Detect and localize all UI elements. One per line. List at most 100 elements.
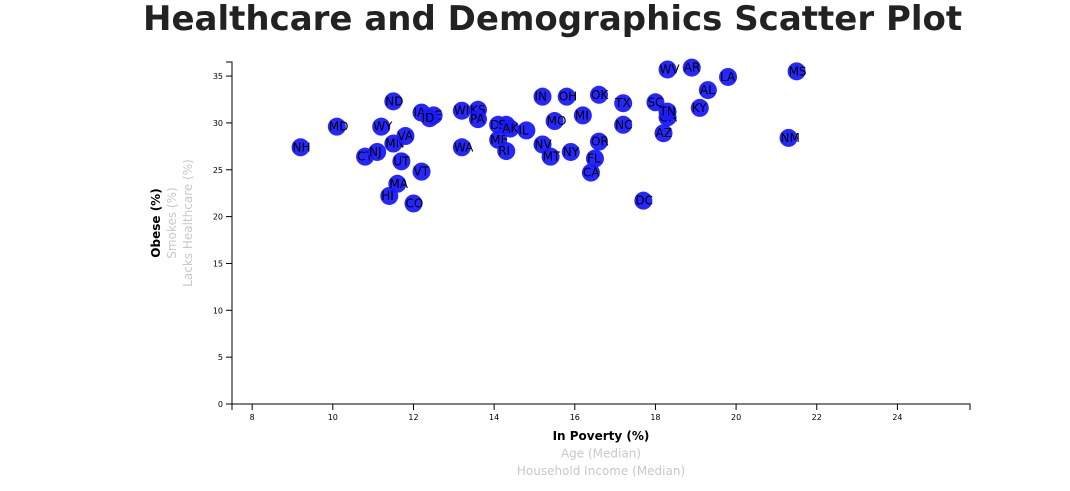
y-tick-label: 20 (213, 213, 223, 222)
x-axis-labels[interactable]: In Poverty (%) Age (Median) Household Inco… (517, 429, 685, 478)
x-tick-label: 20 (731, 413, 741, 422)
data-point-marker[interactable] (682, 58, 701, 77)
data-point-marker[interactable] (658, 60, 677, 79)
data-point-marker[interactable] (501, 119, 520, 138)
data-point[interactable]: VT (412, 162, 431, 181)
data-point[interactable]: WV (658, 60, 681, 79)
data-point-marker[interactable] (327, 117, 346, 136)
data-point-label: VA (397, 129, 413, 143)
x-axis-title-option[interactable]: Household Income (Median) (517, 464, 685, 478)
data-point-marker[interactable] (557, 87, 576, 106)
data-point-marker[interactable] (533, 87, 552, 106)
data-point[interactable]: AR (682, 58, 701, 77)
data-point-marker[interactable] (589, 85, 608, 104)
data-point[interactable]: AZ (654, 124, 673, 143)
data-point[interactable]: SC (646, 93, 665, 112)
x-axis-title-option[interactable]: In Poverty (%) (553, 429, 650, 443)
data-point[interactable]: FL (585, 149, 604, 168)
data-point[interactable]: OH (557, 87, 577, 106)
data-point[interactable]: PA (469, 110, 487, 129)
x-tick-label: 8 (250, 413, 255, 422)
data-point-marker[interactable] (779, 128, 798, 147)
data-point-marker[interactable] (634, 191, 653, 210)
data-point[interactable]: NC (614, 115, 633, 134)
data-point[interactable]: OR (589, 132, 609, 151)
data-point-marker[interactable] (404, 194, 423, 213)
data-point-marker[interactable] (585, 149, 604, 168)
data-point[interactable]: LA (719, 67, 738, 86)
data-point[interactable]: NJ (368, 142, 387, 161)
data-point-marker[interactable] (581, 163, 600, 182)
data-point[interactable]: IL (517, 121, 536, 140)
y-axis-title-option[interactable]: Obese (%) (149, 188, 163, 257)
data-point-label: MT (543, 150, 561, 164)
data-point-marker[interactable] (452, 101, 471, 120)
data-point-marker[interactable] (372, 117, 391, 136)
data-point[interactable]: ND (384, 92, 404, 111)
data-point[interactable]: WA (452, 138, 474, 157)
data-point-marker[interactable] (545, 112, 564, 131)
y-axis-title-option[interactable]: Lacks Healthcare (%) (181, 159, 195, 287)
data-point[interactable]: DC (634, 191, 653, 210)
data-point-marker[interactable] (698, 81, 717, 100)
data-point[interactable]: KY (690, 98, 709, 117)
data-point[interactable]: NH (291, 138, 311, 157)
data-point-label: SC (647, 95, 663, 109)
data-point-marker[interactable] (517, 121, 536, 140)
data-point-marker[interactable] (589, 132, 608, 151)
data-point[interactable]: MD (327, 117, 349, 136)
data-point-marker[interactable] (573, 106, 592, 125)
y-axis-title-option[interactable]: Smokes (%) (165, 187, 179, 258)
data-point-marker[interactable] (497, 142, 516, 161)
data-point-marker[interactable] (469, 110, 487, 129)
data-point[interactable]: AL (698, 81, 717, 100)
x-axis-title-option[interactable]: Age (Median) (561, 447, 641, 461)
x-axis: 8 10 12 14 16 18 20 22 24 (231, 403, 971, 422)
data-point-marker[interactable] (658, 102, 677, 121)
data-point[interactable]: MI (573, 106, 592, 125)
data-point-marker[interactable] (690, 98, 709, 117)
data-point-label: WI (454, 104, 469, 118)
data-point-marker[interactable] (368, 142, 387, 161)
data-point[interactable]: MT (541, 147, 561, 166)
data-point[interactable]: IN (533, 87, 552, 106)
data-point[interactable]: MA (388, 174, 409, 193)
data-point[interactable]: NM (779, 128, 800, 147)
y-axis-labels[interactable]: Obese (%) Smokes (%) Lacks Healthcare (%) (149, 159, 195, 287)
data-point[interactable]: RI (497, 142, 516, 161)
data-point-marker[interactable] (787, 62, 806, 81)
data-point[interactable]: TX (614, 94, 633, 113)
data-point[interactable]: AK (501, 119, 520, 138)
data-point[interactable]: WY (372, 117, 393, 136)
data-point[interactable]: ID (420, 109, 439, 128)
data-point-marker[interactable] (646, 93, 665, 112)
data-point-marker[interactable] (412, 162, 431, 181)
data-point-marker[interactable] (291, 138, 310, 157)
data-point-marker[interactable] (392, 152, 411, 171)
data-point[interactable]: CO (404, 194, 423, 213)
data-point-marker[interactable] (388, 174, 407, 193)
y-tick-label: 5 (218, 353, 223, 362)
data-point[interactable]: MS (787, 62, 807, 81)
data-point[interactable]: VA (396, 127, 415, 146)
data-point-label: NM (781, 131, 800, 145)
data-point-marker[interactable] (541, 147, 560, 166)
data-point-marker[interactable] (396, 127, 415, 146)
data-point-marker[interactable] (420, 109, 439, 128)
data-point[interactable]: TN (658, 102, 677, 121)
data-point-marker[interactable] (614, 94, 633, 113)
data-point-marker[interactable] (561, 142, 580, 161)
data-point[interactable]: MO (545, 112, 567, 131)
data-point-marker[interactable] (654, 124, 673, 143)
data-point[interactable]: OK (589, 85, 609, 104)
data-point[interactable]: CA (581, 163, 600, 182)
data-point[interactable]: UT (392, 152, 411, 171)
data-point[interactable]: NY (561, 142, 580, 161)
data-point[interactable]: WI (452, 101, 471, 120)
data-point-marker[interactable] (719, 67, 738, 86)
data-point-marker[interactable] (614, 115, 633, 134)
data-point-label: CO (405, 196, 423, 210)
data-point-marker[interactable] (384, 92, 403, 111)
data-point-marker[interactable] (452, 138, 471, 157)
x-tick-label: 24 (892, 413, 902, 422)
